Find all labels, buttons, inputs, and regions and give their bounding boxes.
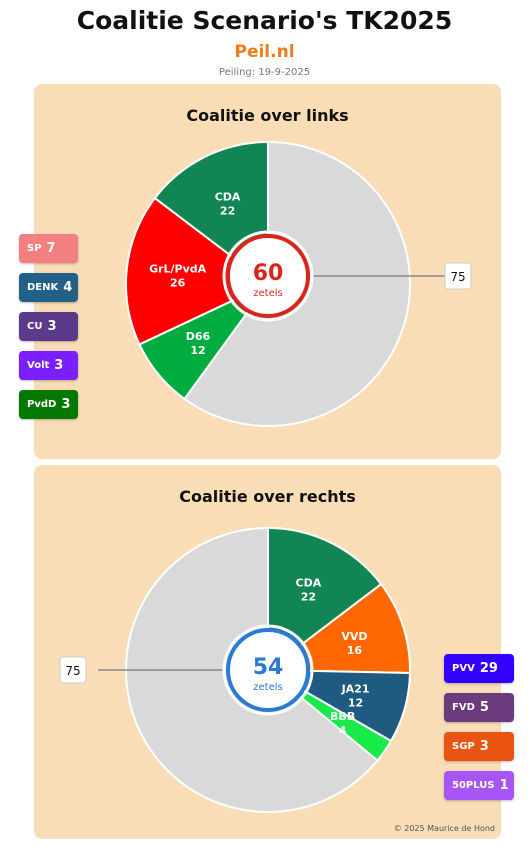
legend-party-name: FVD [452, 702, 475, 713]
slice-label-bbb: BBB [330, 710, 355, 723]
legend-party-seats: 3 [47, 319, 57, 334]
legend-item-sp: SP 7 [19, 234, 78, 263]
pie-slice-d66 [138, 283, 269, 401]
chart-panel-left: Coalitie over links CDA 22 GrL/PvdA 26 D66 12… [34, 84, 501, 459]
source-name: Peil.nl [234, 42, 295, 62]
legend-party-seats: 3 [479, 739, 489, 754]
chart-panel-right: Coalitie over rechts CDA 22 VVD 16 JA21 12 BBB… [34, 465, 501, 839]
majority-box [444, 262, 472, 290]
slice-label-cda: CDA [215, 191, 241, 204]
slice-value-vvd: 16 [347, 644, 363, 657]
slice-value-cda: 22 [220, 205, 235, 218]
center-total-value: 60 [253, 261, 284, 286]
slice-value-grl-pvda: 26 [170, 277, 186, 290]
slice-label-ja21: JA21 [341, 682, 370, 695]
legend-party-seats: 5 [479, 700, 489, 715]
legend-party-seats: 1 [499, 778, 509, 793]
copyright: © 2025 Maurice de Hond [393, 824, 495, 833]
legend-party-name: PvdD [27, 399, 57, 410]
center-total-label: zetels [253, 682, 282, 693]
center-ring [222, 624, 314, 716]
legend-item-fvd: FVD 5 [444, 693, 514, 722]
poll-date: Peiling: 19-9-2025 [218, 67, 311, 78]
legend-party-name: Volt [27, 360, 50, 371]
slice-value-bbb: 4 [339, 724, 347, 737]
chart-title-left: Coalitie over links [186, 106, 349, 125]
legend-party-name: SGP [452, 741, 475, 752]
center-ring [222, 230, 314, 322]
slice-label-grl-pvda: GrL/PvdA [149, 263, 207, 276]
legend-party-name: CU [27, 321, 43, 332]
center-total-circle [226, 234, 310, 318]
legend-party-seats: 7 [46, 241, 56, 256]
legend-item-pvv: PVV 29 [444, 654, 514, 683]
chart-title-right: Coalitie over rechts [179, 487, 356, 506]
center-total-circle [226, 628, 310, 712]
page-title: Coalitie Scenario's TK2025 [76, 6, 453, 35]
legend-party-seats: 4 [63, 280, 73, 295]
slice-label-cda: CDA [296, 577, 322, 590]
legend-party-name: DENK [27, 282, 59, 293]
majority-box [59, 656, 87, 684]
legend-item-sgp: SGP 3 [444, 732, 514, 761]
majority-label: 75 [65, 664, 80, 678]
legend-party-seats: 3 [54, 358, 64, 373]
legend-party-name: SP [27, 243, 42, 254]
pie-slice-grl-pvda [125, 196, 270, 346]
legend-item-cu: CU 3 [19, 312, 78, 341]
slice-value-ja21: 12 [348, 696, 363, 709]
legend-item-denk: DENK 4 [19, 273, 78, 302]
legend-item-50plus: 50PLUS 1 [444, 771, 514, 800]
legend-party-name: PVV [452, 663, 475, 674]
legend-party-name: 50PLUS [452, 780, 495, 791]
center-total-label: zetels [253, 288, 282, 299]
center-total-value: 54 [253, 655, 284, 680]
slice-label-d66: D66 [186, 330, 211, 343]
slice-value-d66: 12 [190, 344, 205, 357]
legend-party-seats: 29 [479, 661, 498, 676]
slice-label-vvd: VVD [341, 630, 367, 643]
legend-party-seats: 3 [61, 397, 71, 412]
slice-value-cda: 22 [301, 591, 316, 604]
majority-label: 75 [450, 270, 465, 284]
legend-item-pvdd: PvdD 3 [19, 390, 78, 419]
legend-item-volt: Volt 3 [19, 351, 78, 380]
